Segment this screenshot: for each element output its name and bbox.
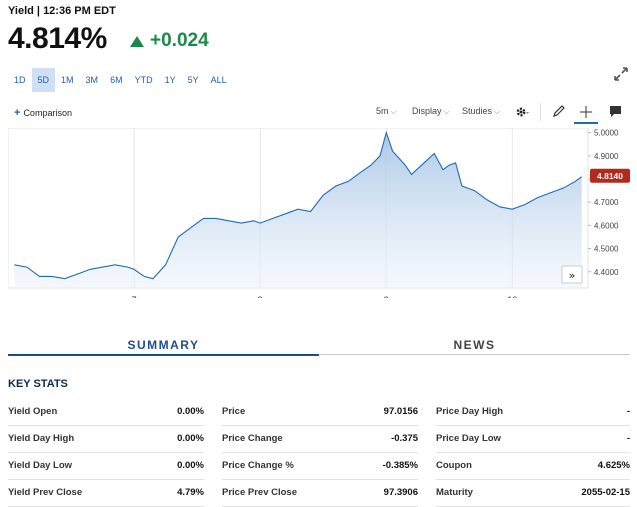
stat-row: Yield Day High 0.00% — [8, 426, 204, 453]
x-tick-label: 10 — [507, 295, 517, 298]
stat-value: 4.625% — [597, 460, 630, 471]
y-tick-label: 4.5000 — [594, 245, 619, 254]
stat-value: 97.3906 — [383, 487, 418, 498]
chevron-down-icon: ⌵ — [390, 107, 397, 116]
range-6m[interactable]: 6M — [110, 75, 123, 85]
display-label: Display — [412, 106, 442, 116]
chart-toolbar: + Comparison 5m ⌵ Display ⌵ Studies ⌵ — [8, 103, 630, 124]
change-value: +0.024 — [150, 30, 209, 51]
gear-icon[interactable] — [514, 104, 530, 120]
up-arrow-icon — [130, 35, 144, 47]
y-tick-label: 4.9000 — [594, 152, 619, 161]
stat-value: 0.00% — [177, 433, 204, 444]
stat-label: Price Prev Close — [222, 487, 297, 498]
stat-value: 0.00% — [177, 406, 204, 417]
range-1y[interactable]: 1Y — [164, 75, 176, 85]
last-value-label: 4.8140 — [597, 171, 623, 181]
studies-label: Studies — [462, 106, 493, 116]
key-stats-column-3: Price Day High - Price Day Low - Coupon 4.6… — [436, 399, 630, 507]
tab-summary[interactable]: SUMMARY — [8, 336, 319, 356]
x-tick-label: 7 — [132, 295, 137, 298]
scroll-forward-button[interactable] — [561, 265, 583, 284]
stat-label: Price Day Low — [436, 433, 501, 444]
fast-forward-icon: » — [569, 269, 576, 282]
display-dropdown[interactable]: Display ⌵ — [412, 106, 450, 117]
key-stats-title: KEY STATS — [8, 378, 68, 390]
y-tick-label: 5.0000 — [594, 129, 619, 138]
stat-label: Coupon — [436, 460, 472, 471]
comparison-button[interactable]: + Comparison — [14, 107, 72, 119]
stat-row: Maturity 2055-02-15 — [436, 480, 630, 507]
stat-value: - — [626, 433, 630, 444]
pencil-icon[interactable] — [551, 104, 566, 119]
yield-line — [14, 130, 583, 280]
interval-dropdown[interactable]: 5m ⌵ — [376, 106, 397, 117]
stat-label: Price — [222, 406, 246, 417]
stat-value: 2055-02-15 — [581, 487, 630, 498]
stat-value: -0.375 — [391, 433, 418, 444]
stat-row: Price Prev Close 97.3906 — [222, 480, 418, 507]
stat-label: Yield Open — [8, 406, 58, 417]
last-value-badge — [590, 168, 630, 183]
stat-label: Price Change % — [222, 460, 294, 471]
area-fill — [14, 132, 582, 288]
stat-label: Yield Day High — [8, 433, 75, 444]
chevron-down-icon: ⌵ — [494, 107, 501, 116]
stat-label: Maturity — [436, 487, 473, 498]
crosshair-active-indicator — [574, 122, 598, 124]
x-tick-label: 8 — [258, 295, 263, 298]
stat-row: Price Change -0.375 — [222, 426, 418, 453]
range-ytd[interactable]: YTD — [134, 75, 153, 85]
y-tick-label: 4.7000 — [594, 198, 619, 207]
comment-icon[interactable] — [608, 104, 623, 119]
tab-news[interactable]: NEWS — [319, 336, 630, 355]
tab-bar: SUMMARY NEWS — [8, 336, 630, 358]
header-title: Yield | 12:36 PM EDT — [8, 5, 116, 17]
stat-label: Yield Prev Close — [8, 487, 83, 498]
yield-chart[interactable]: 5.00004.90004.80004.70004.60004.50004.40… — [8, 128, 633, 298]
toolbar-divider — [540, 103, 541, 121]
stat-label: Price Change — [222, 433, 283, 444]
stat-value: 97.0156 — [383, 406, 418, 417]
stat-value: -0.385% — [382, 460, 418, 471]
stat-value: 0.00% — [177, 460, 204, 471]
stat-row: Yield Open 0.00% — [8, 399, 204, 426]
crosshair-icon[interactable] — [578, 104, 594, 120]
range-selector: 1D 5D 1M 3M 6M YTD 1Y 5Y ALL — [8, 68, 233, 92]
y-tick-label: 4.4000 — [594, 268, 619, 277]
expand-icon[interactable] — [613, 66, 629, 82]
range-1m[interactable]: 1M — [61, 75, 74, 85]
yield-change: +0.024 — [130, 30, 209, 52]
y-tick-label: 4.6000 — [594, 221, 619, 230]
stat-row: Price Day Low - — [436, 426, 630, 453]
studies-dropdown[interactable]: Studies ⌵ — [462, 106, 500, 117]
plus-icon: + — [14, 107, 21, 119]
stat-row: Price 97.0156 — [222, 399, 418, 426]
yield-price: 4.814% — [8, 22, 107, 55]
stat-row: Yield Day Low 0.00% — [8, 453, 204, 480]
comparison-label: Comparison — [23, 108, 72, 118]
key-stats-column-1: Yield Open 0.00% Yield Day High 0.00% Yiel… — [8, 399, 204, 507]
range-5d[interactable]: 5D — [31, 68, 56, 92]
interval-label: 5m — [376, 106, 389, 116]
chevron-down-icon: ⌵ — [443, 107, 450, 116]
range-all[interactable]: ALL — [210, 75, 227, 85]
stat-value: 4.79% — [177, 487, 204, 498]
stat-label: Yield Day Low — [8, 460, 73, 471]
key-stats-column-2: Price 97.0156 Price Change -0.375 Price Ch… — [222, 399, 418, 507]
stat-row: Yield Prev Close 4.79% — [8, 480, 204, 507]
stat-row: Coupon 4.625% — [436, 453, 630, 480]
stat-value: - — [626, 406, 630, 417]
x-tick-label: 9 — [384, 295, 389, 298]
stat-label: Price Day High — [436, 406, 504, 417]
range-1d[interactable]: 1D — [14, 75, 26, 85]
range-5y[interactable]: 5Y — [187, 75, 199, 85]
stat-row: Price Change % -0.385% — [222, 453, 418, 480]
stat-row: Price Day High - — [436, 399, 630, 426]
range-3m[interactable]: 3M — [85, 75, 99, 85]
